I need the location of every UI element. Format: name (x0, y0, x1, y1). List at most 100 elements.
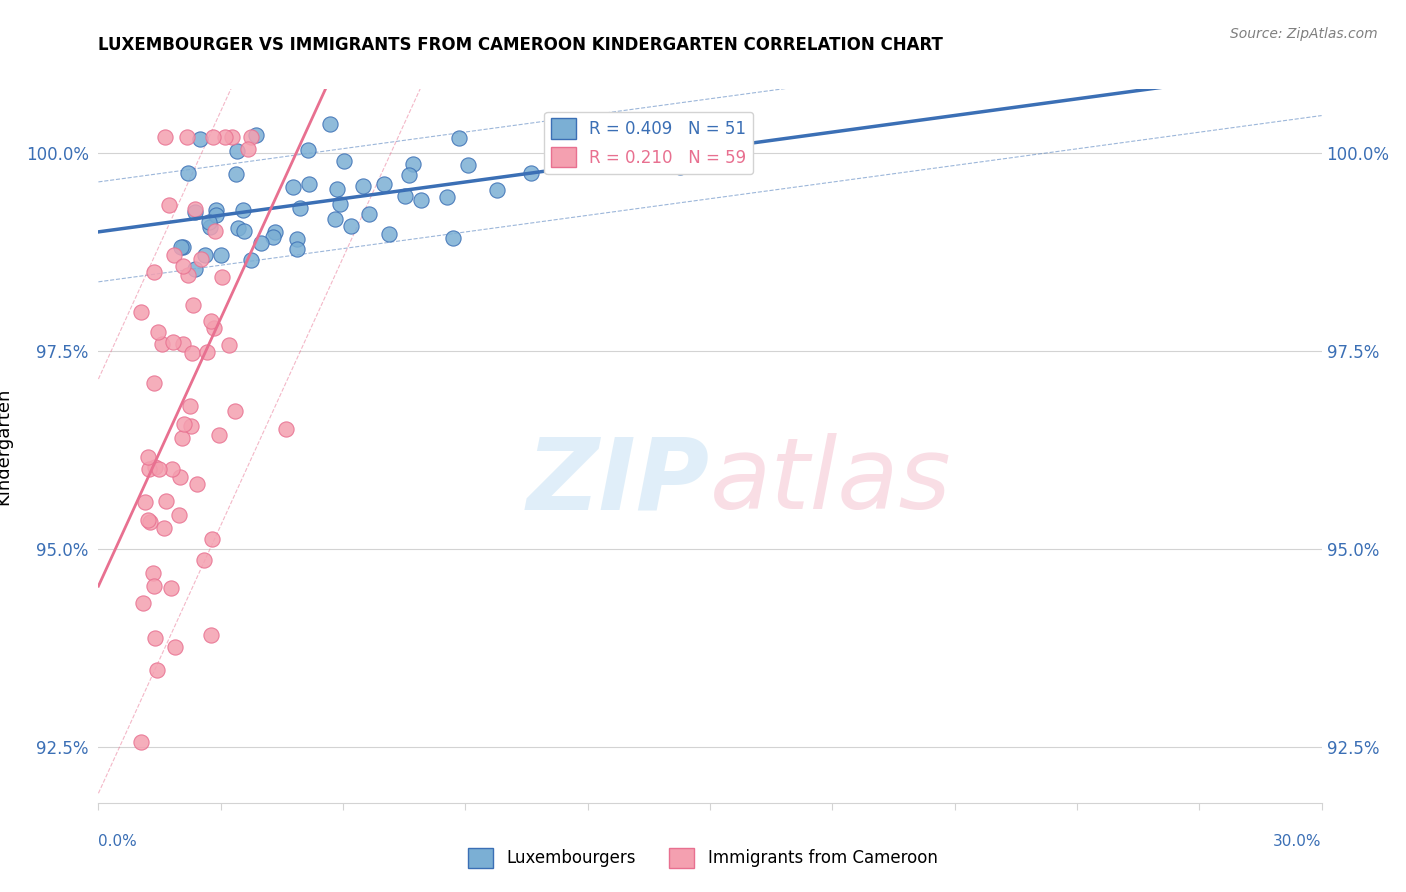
Text: 0.0%: 0.0% (98, 834, 138, 849)
Point (129, 305, 152, 319)
Point (186, 476, 208, 491)
Point (245, 128, 267, 142)
Point (576, 150, 599, 164)
Point (198, 220, 221, 235)
Point (136, 450, 159, 465)
Point (281, 180, 304, 194)
Point (560, 153, 582, 168)
Point (201, 129, 224, 144)
Point (233, 224, 256, 238)
Point (172, 259, 194, 273)
Point (136, 513, 159, 527)
Point (167, 508, 190, 522)
Point (205, 209, 228, 223)
Point (173, 417, 195, 432)
Point (285, 232, 308, 246)
Point (208, 428, 231, 442)
Point (138, 462, 160, 476)
Point (152, 337, 174, 351)
Point (193, 553, 215, 567)
Point (172, 239, 194, 253)
Point (180, 418, 202, 433)
Point (373, 177, 395, 191)
Point (232, 202, 254, 217)
Point (520, 166, 543, 180)
Point (457, 158, 479, 172)
Point (436, 189, 458, 203)
Point (377, 227, 399, 241)
Point (205, 203, 228, 218)
Point (195, 344, 218, 359)
Point (169, 469, 191, 483)
Point (225, 167, 247, 181)
Point (198, 215, 221, 229)
Point (172, 336, 194, 351)
Point (264, 225, 287, 239)
Point (143, 631, 166, 645)
Point (134, 495, 156, 509)
Point (159, 198, 181, 212)
Point (143, 459, 166, 474)
Point (352, 179, 374, 194)
Point (211, 247, 233, 261)
Point (214, 129, 236, 144)
Point (447, 131, 470, 145)
Point (202, 320, 225, 334)
Point (201, 532, 224, 546)
Point (143, 579, 166, 593)
Point (184, 202, 207, 216)
Point (250, 236, 273, 251)
Point (190, 252, 212, 267)
Point (290, 201, 312, 215)
Point (153, 129, 176, 144)
Point (142, 566, 165, 581)
Point (297, 143, 319, 157)
Point (298, 177, 321, 191)
Point (142, 265, 165, 279)
Point (148, 462, 170, 476)
Point (200, 627, 222, 641)
Point (170, 431, 193, 445)
Point (142, 376, 165, 390)
Point (163, 640, 186, 654)
Point (224, 403, 246, 417)
Point (177, 268, 200, 282)
Point (319, 117, 342, 131)
Point (357, 207, 380, 221)
Point (180, 346, 202, 360)
Text: LUXEMBOURGER VS IMMIGRANTS FROM CAMEROON KINDERGARTEN CORRELATION CHART: LUXEMBOURGER VS IMMIGRANTS FROM CAMEROON… (98, 36, 943, 54)
Point (332, 154, 354, 169)
Point (394, 189, 416, 203)
Point (329, 197, 352, 211)
Text: ZIP: ZIP (527, 434, 710, 530)
Legend: R = 0.409   N = 51, R = 0.210   N = 59: R = 0.409 N = 51, R = 0.210 N = 59 (544, 112, 754, 174)
Point (239, 253, 262, 268)
Point (160, 581, 183, 595)
Point (181, 298, 204, 312)
Point (138, 516, 160, 530)
Point (155, 494, 177, 508)
Text: 30.0%: 30.0% (1274, 834, 1322, 849)
Point (162, 335, 184, 350)
Point (226, 220, 249, 235)
Point (441, 231, 464, 245)
Point (131, 596, 153, 610)
Text: atlas: atlas (710, 434, 952, 530)
Point (221, 129, 243, 144)
Point (188, 131, 211, 145)
Point (485, 183, 508, 197)
Point (285, 242, 308, 256)
Point (152, 521, 174, 535)
Point (274, 422, 297, 436)
Legend: Luxembourgers, Immigrants from Cameroon: Luxembourgers, Immigrants from Cameroon (461, 841, 945, 875)
Point (226, 144, 249, 158)
Point (669, 160, 692, 174)
Point (184, 261, 207, 276)
Point (326, 182, 349, 196)
Point (398, 168, 420, 182)
Point (211, 269, 233, 284)
Point (169, 240, 191, 254)
Point (402, 157, 425, 171)
Point (176, 129, 198, 144)
Point (162, 462, 184, 476)
